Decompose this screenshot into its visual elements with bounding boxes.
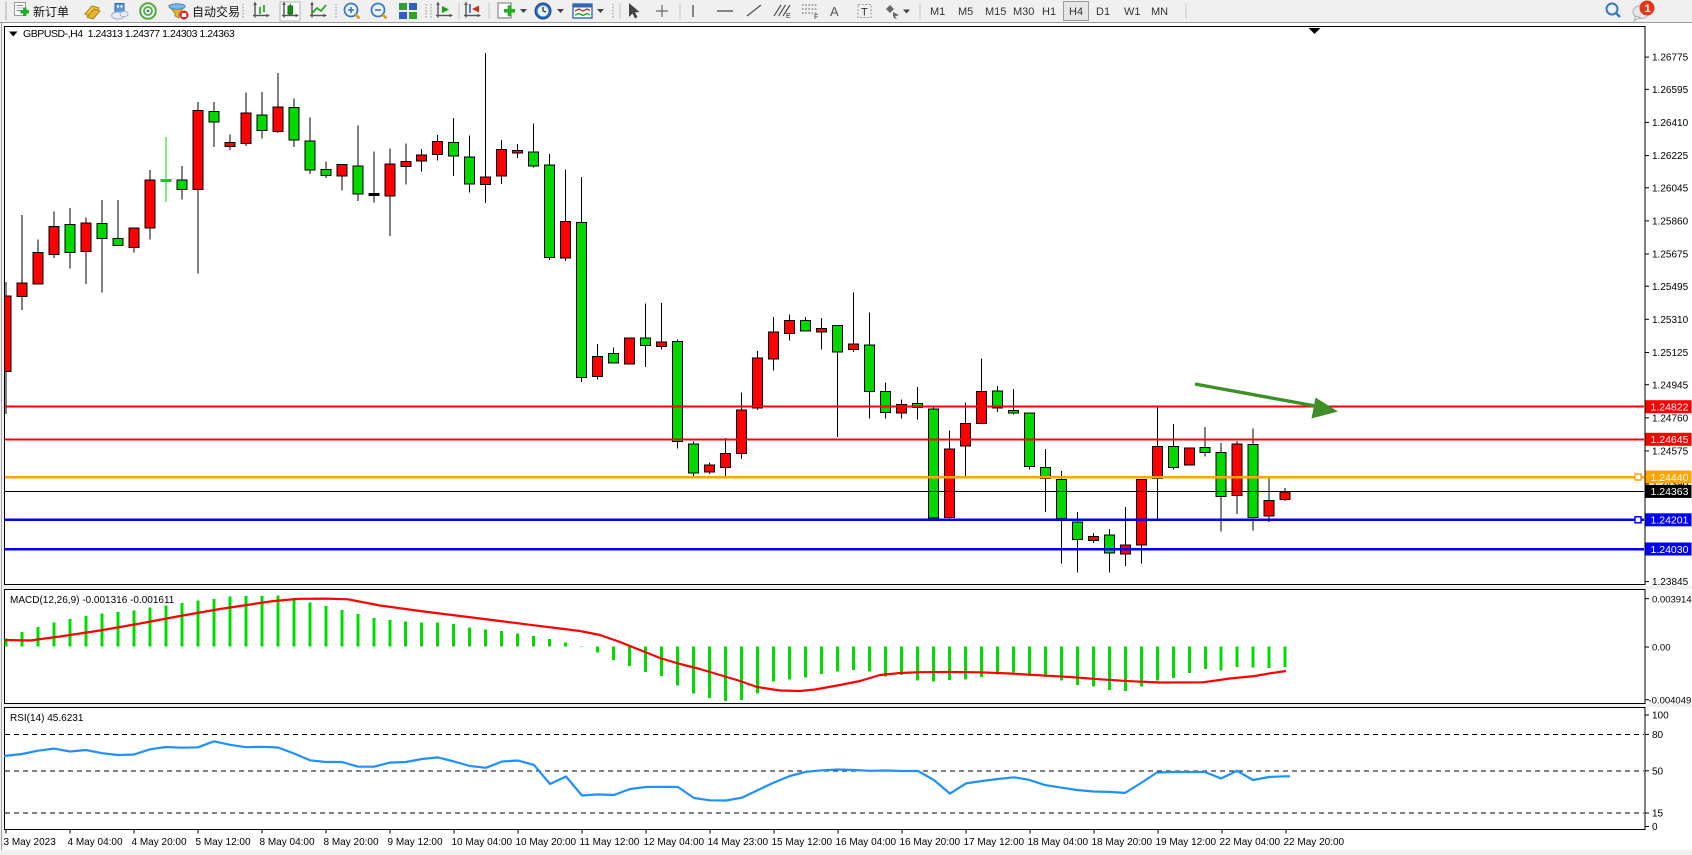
svg-text:3 May 2023: 3 May 2023 xyxy=(4,837,57,848)
svg-text:1.24945: 1.24945 xyxy=(1652,380,1689,391)
svg-text:1.24822: 1.24822 xyxy=(1651,402,1689,414)
svg-text:GBPUSD-,H4 1.24313 1.24377 1.: GBPUSD-,H4 1.24313 1.24377 1.24303 1.243… xyxy=(23,28,235,40)
svg-text:M15: M15 xyxy=(985,6,1006,18)
svg-text:MACD(12,26,9) -0.001316 -0.001: MACD(12,26,9) -0.001316 -0.001611 xyxy=(10,595,175,606)
svg-text:18 May 04:00: 18 May 04:00 xyxy=(1028,837,1089,848)
svg-text:1.25675: 1.25675 xyxy=(1652,250,1689,261)
svg-text:M5: M5 xyxy=(958,6,973,18)
svg-text:自动交易: 自动交易 xyxy=(192,4,240,19)
svg-text:11 May 12:00: 11 May 12:00 xyxy=(580,837,640,848)
svg-text:22 May 20:00: 22 May 20:00 xyxy=(1284,837,1345,848)
svg-text:1.26775: 1.26775 xyxy=(1652,53,1689,64)
svg-text:8 May 04:00: 8 May 04:00 xyxy=(260,837,315,848)
svg-text:1.24760: 1.24760 xyxy=(1652,413,1689,424)
svg-text:-0.004049: -0.004049 xyxy=(1649,695,1692,706)
svg-text:4 May 04:00: 4 May 04:00 xyxy=(68,837,123,848)
svg-text:1: 1 xyxy=(1645,3,1651,15)
svg-text:15: 15 xyxy=(1652,809,1664,820)
svg-text:0.00: 0.00 xyxy=(1652,643,1671,654)
svg-text:1.23845: 1.23845 xyxy=(1652,577,1689,588)
svg-text:8 May 20:00: 8 May 20:00 xyxy=(324,837,379,848)
svg-text:W1: W1 xyxy=(1124,6,1141,18)
svg-text:14 May 23:00: 14 May 23:00 xyxy=(708,837,769,848)
svg-text:0: 0 xyxy=(1652,822,1658,833)
svg-text:1.25860: 1.25860 xyxy=(1652,217,1689,228)
svg-text:H4: H4 xyxy=(1069,6,1083,18)
svg-text:1.25125: 1.25125 xyxy=(1652,348,1689,359)
svg-text:100: 100 xyxy=(1652,711,1669,722)
svg-text:A: A xyxy=(830,4,839,19)
svg-text:T: T xyxy=(861,7,868,19)
svg-text:1.24201: 1.24201 xyxy=(1651,515,1689,527)
svg-text:15 May 12:00: 15 May 12:00 xyxy=(772,837,833,848)
svg-text:F: F xyxy=(814,14,818,21)
svg-text:0.003914: 0.003914 xyxy=(1652,594,1692,605)
svg-text:16 May 20:00: 16 May 20:00 xyxy=(900,837,961,848)
svg-text:1.24575: 1.24575 xyxy=(1652,447,1689,458)
svg-text:1.26410: 1.26410 xyxy=(1652,118,1689,129)
svg-text:M1: M1 xyxy=(930,6,945,18)
svg-text:9 May 12:00: 9 May 12:00 xyxy=(388,837,443,848)
svg-text:1.25495: 1.25495 xyxy=(1652,282,1689,293)
svg-text:M30: M30 xyxy=(1013,6,1034,18)
svg-text:1.25310: 1.25310 xyxy=(1652,315,1689,326)
svg-text:80: 80 xyxy=(1652,730,1664,741)
svg-text:RSI(14) 45.6231: RSI(14) 45.6231 xyxy=(10,713,84,724)
svg-text:4 May 20:00: 4 May 20:00 xyxy=(132,837,187,848)
svg-text:1.24645: 1.24645 xyxy=(1651,434,1689,446)
svg-text:50: 50 xyxy=(1652,766,1664,777)
svg-text:12 May 04:00: 12 May 04:00 xyxy=(644,837,705,848)
svg-text:17 May 12:00: 17 May 12:00 xyxy=(964,837,1025,848)
svg-text:1.24440: 1.24440 xyxy=(1651,472,1689,484)
svg-text:16 May 04:00: 16 May 04:00 xyxy=(836,837,897,848)
svg-text:1.24363: 1.24363 xyxy=(1651,486,1689,498)
svg-text:H1: H1 xyxy=(1042,6,1056,18)
svg-text:E: E xyxy=(786,13,791,20)
svg-text:1.24030: 1.24030 xyxy=(1651,544,1689,556)
svg-text:新订单: 新订单 xyxy=(33,4,69,19)
svg-text:10 May 04:00: 10 May 04:00 xyxy=(452,837,513,848)
svg-text:19 May 12:00: 19 May 12:00 xyxy=(1156,837,1217,848)
svg-text:1.26225: 1.26225 xyxy=(1652,151,1689,162)
svg-text:22 May 04:00: 22 May 04:00 xyxy=(1220,837,1281,848)
svg-text:MN: MN xyxy=(1151,6,1168,18)
svg-text:1.26045: 1.26045 xyxy=(1652,183,1689,194)
svg-text:5 May 12:00: 5 May 12:00 xyxy=(196,837,251,848)
svg-text:18 May 20:00: 18 May 20:00 xyxy=(1092,837,1153,848)
svg-text:10 May 20:00: 10 May 20:00 xyxy=(516,837,577,848)
svg-text:1.26595: 1.26595 xyxy=(1652,85,1689,96)
svg-text:D1: D1 xyxy=(1096,6,1110,18)
